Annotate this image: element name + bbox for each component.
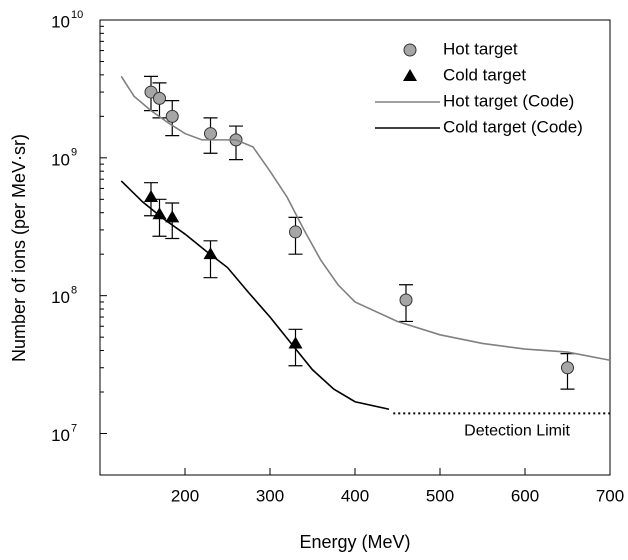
data-point	[403, 69, 417, 81]
y-tick-label: 10	[51, 426, 70, 445]
data-point	[152, 207, 167, 220]
curve	[120, 75, 611, 362]
x-tick-label: 400	[341, 486, 369, 505]
x-tick-label: 700	[596, 486, 624, 505]
y-tick-label: 10	[51, 12, 70, 31]
data-point	[561, 361, 574, 375]
error-bar	[203, 240, 218, 279]
data-point	[289, 225, 302, 239]
data-point	[204, 127, 217, 141]
curve	[120, 180, 390, 411]
data-point	[144, 189, 158, 202]
y-tick-exponent: 8	[71, 285, 77, 297]
data-point	[165, 210, 180, 223]
y-tick-label: 10	[51, 288, 70, 307]
x-tick-label: 300	[256, 486, 284, 505]
x-tick-label: 500	[426, 486, 454, 505]
data-point	[203, 247, 218, 260]
y-tick-exponent: 9	[71, 147, 77, 159]
legend-label: Cold target	[443, 65, 526, 84]
y-axis-label: Number of ions (per MeV·sr)	[9, 134, 29, 362]
detection-limit-label: Detection Limit	[464, 423, 570, 440]
plot-frame	[99, 19, 611, 476]
data-point	[153, 91, 166, 105]
legend-label: Hot target (Code)	[443, 91, 574, 110]
y-tick-exponent: 10	[71, 9, 83, 21]
x-tick-label: 600	[511, 486, 539, 505]
x-axis-label: Energy (MeV)	[299, 532, 410, 552]
x-tick-label: 200	[171, 486, 199, 505]
data-point	[399, 293, 413, 307]
data-point	[165, 109, 179, 123]
legend-label: Cold target (Code)	[443, 117, 583, 136]
legend-label: Hot target	[443, 39, 518, 58]
y-tick-exponent: 7	[71, 422, 77, 434]
data-point	[403, 43, 417, 57]
y-tick-label: 10	[51, 150, 70, 169]
